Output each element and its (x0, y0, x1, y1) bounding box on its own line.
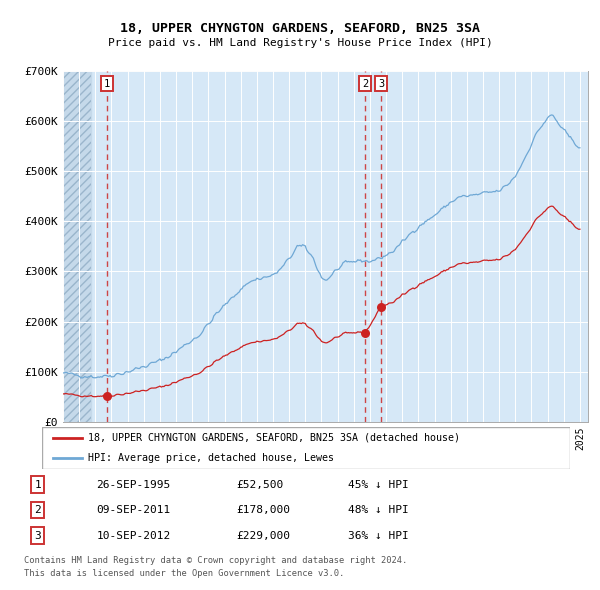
Text: £52,500: £52,500 (236, 480, 283, 490)
Text: 09-SEP-2011: 09-SEP-2011 (97, 505, 171, 515)
Text: 1: 1 (104, 78, 110, 88)
Text: Contains HM Land Registry data © Crown copyright and database right 2024.: Contains HM Land Registry data © Crown c… (24, 556, 407, 565)
Text: 2: 2 (35, 505, 41, 515)
Text: 10-SEP-2012: 10-SEP-2012 (97, 530, 171, 540)
Text: 18, UPPER CHYNGTON GARDENS, SEAFORD, BN25 3SA (detached house): 18, UPPER CHYNGTON GARDENS, SEAFORD, BN2… (88, 432, 460, 442)
FancyBboxPatch shape (42, 427, 570, 469)
Text: This data is licensed under the Open Government Licence v3.0.: This data is licensed under the Open Gov… (24, 569, 344, 578)
Text: 18, UPPER CHYNGTON GARDENS, SEAFORD, BN25 3SA: 18, UPPER CHYNGTON GARDENS, SEAFORD, BN2… (120, 22, 480, 35)
Text: HPI: Average price, detached house, Lewes: HPI: Average price, detached house, Lewe… (88, 453, 334, 463)
Text: 3: 3 (378, 78, 384, 88)
Text: £178,000: £178,000 (236, 505, 290, 515)
Text: 1: 1 (35, 480, 41, 490)
Bar (63, 71, 91, 422)
Text: 45% ↓ HPI: 45% ↓ HPI (347, 480, 409, 490)
Text: 3: 3 (35, 530, 41, 540)
Text: 2: 2 (362, 78, 368, 88)
Text: 36% ↓ HPI: 36% ↓ HPI (347, 530, 409, 540)
Bar (63, 71, 91, 422)
Text: 48% ↓ HPI: 48% ↓ HPI (347, 505, 409, 515)
Text: 26-SEP-1995: 26-SEP-1995 (97, 480, 171, 490)
Text: Price paid vs. HM Land Registry's House Price Index (HPI): Price paid vs. HM Land Registry's House … (107, 38, 493, 48)
Text: £229,000: £229,000 (236, 530, 290, 540)
